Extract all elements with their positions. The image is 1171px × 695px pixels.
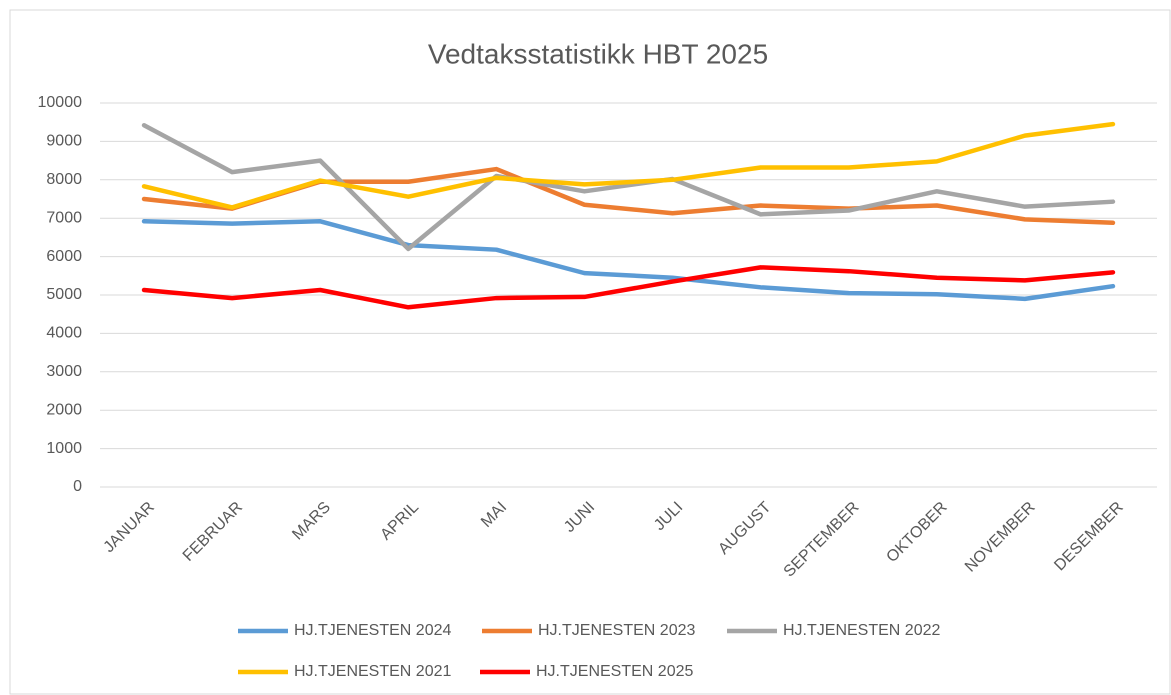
series-line [141, 121, 1116, 210]
legend-label: HJ.TJENESTEN 2023 [538, 622, 695, 639]
y-tick-label: 5000 [46, 286, 82, 303]
y-tick-label: 4000 [46, 325, 82, 342]
series-line [141, 123, 1116, 252]
y-tick-label: 1000 [46, 440, 82, 457]
y-tick-label: 9000 [46, 133, 82, 150]
y-tick-label: 0 [73, 478, 82, 495]
series-line [141, 265, 1116, 310]
chart-frame [9, 9, 1171, 695]
legend-label: HJ.TJENESTEN 2025 [536, 663, 693, 680]
chart-title: Vedtaksstatistikk HBT 2025 [428, 38, 768, 69]
y-tick-label: 8000 [46, 171, 82, 188]
y-tick-label: 2000 [46, 401, 82, 418]
y-tick-label: 6000 [46, 248, 82, 265]
series-line [141, 219, 1116, 302]
y-tick-label: 3000 [46, 363, 82, 380]
legend-label: HJ.TJENESTEN 2022 [783, 622, 940, 639]
legend-label: HJ.TJENESTEN 2021 [294, 663, 451, 680]
y-tick-label: 10000 [38, 94, 83, 111]
legend-label: HJ.TJENESTEN 2024 [294, 622, 451, 639]
y-tick-label: 7000 [46, 209, 82, 226]
